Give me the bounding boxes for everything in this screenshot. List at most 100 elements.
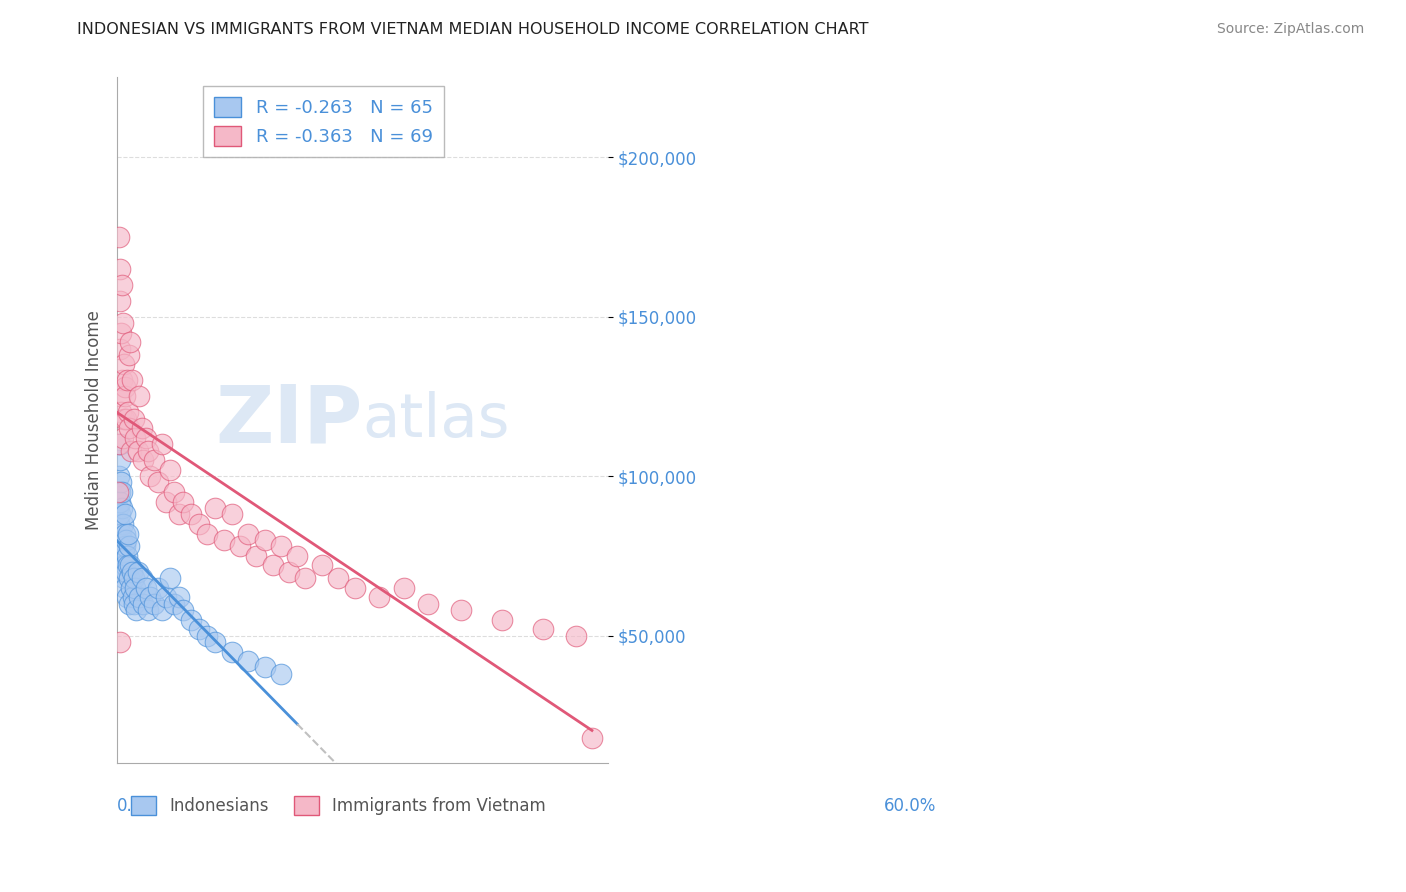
Point (136, 443, 159, 458)
Point (132, 453, 155, 467)
Point (115, 373, 138, 387)
Point (125, 603, 148, 617)
Point (112, 411, 135, 425)
Point (270, 539, 292, 553)
Point (117, 526, 139, 541)
Point (221, 508, 243, 522)
Point (110, 475, 132, 490)
Point (135, 431, 157, 445)
Point (491, 613, 513, 627)
Text: 0.0%: 0.0% (117, 797, 159, 815)
Point (131, 421, 153, 435)
Point (128, 591, 150, 605)
Point (172, 603, 194, 617)
Point (120, 335, 142, 350)
Point (136, 603, 159, 617)
Point (343, 581, 366, 595)
Point (124, 431, 146, 445)
Point (111, 500, 134, 515)
Point (172, 494, 194, 508)
Point (450, 603, 472, 617)
Point (270, 666, 292, 681)
Point (121, 565, 143, 579)
Point (155, 494, 177, 508)
Point (110, 526, 132, 541)
Point (418, 597, 440, 611)
Point (150, 437, 173, 451)
Point (108, 485, 131, 500)
Point (127, 565, 149, 579)
Point (135, 581, 157, 595)
Point (155, 591, 177, 605)
Point (111, 316, 134, 330)
Point (188, 622, 211, 636)
Point (212, 533, 235, 547)
Point (163, 485, 186, 500)
Point (111, 277, 134, 292)
Point (108, 469, 131, 483)
Point (112, 546, 135, 560)
Point (118, 539, 141, 553)
Point (111, 516, 134, 531)
Point (122, 411, 145, 425)
Point (146, 581, 169, 595)
Point (115, 591, 138, 605)
Point (253, 533, 276, 547)
Point (262, 558, 284, 573)
Point (111, 373, 134, 387)
Point (114, 581, 136, 595)
Point (108, 293, 131, 308)
Point (115, 565, 138, 579)
Point (108, 230, 131, 244)
Point (531, 622, 554, 636)
Point (311, 558, 333, 573)
Point (180, 508, 202, 522)
Text: Source: ZipAtlas.com: Source: ZipAtlas.com (1216, 22, 1364, 37)
Point (143, 597, 166, 611)
Point (114, 558, 136, 573)
Point (188, 516, 211, 531)
Point (117, 405, 139, 419)
Point (128, 389, 150, 403)
Point (121, 373, 143, 387)
Point (121, 591, 143, 605)
Point (180, 613, 202, 627)
Point (111, 485, 134, 500)
Point (204, 500, 226, 515)
Point (146, 475, 169, 490)
Point (278, 565, 301, 579)
Point (115, 533, 138, 547)
Point (114, 380, 136, 394)
Y-axis label: Median Household Income: Median Household Income (86, 310, 103, 530)
Point (108, 453, 131, 467)
Point (163, 597, 186, 611)
Point (108, 437, 131, 451)
Point (111, 431, 134, 445)
Point (294, 571, 316, 585)
Point (110, 494, 132, 508)
Point (110, 342, 132, 356)
Point (221, 644, 243, 658)
Point (110, 326, 132, 340)
Point (107, 500, 129, 515)
Point (114, 526, 136, 541)
Point (110, 437, 132, 451)
Text: INDONESIAN VS IMMIGRANTS FROM VIETNAM MEDIAN HOUSEHOLD INCOME CORRELATION CHART: INDONESIAN VS IMMIGRANTS FROM VIETNAM ME… (77, 22, 869, 37)
Point (111, 558, 134, 573)
Point (132, 597, 155, 611)
Point (127, 443, 149, 458)
Point (120, 558, 142, 573)
Point (122, 571, 145, 585)
Point (124, 581, 146, 595)
Point (110, 261, 132, 276)
Point (120, 443, 142, 458)
Point (110, 549, 132, 563)
Point (120, 581, 142, 595)
Point (110, 405, 132, 419)
Point (236, 654, 259, 668)
Point (195, 629, 218, 643)
Point (195, 526, 218, 541)
Point (150, 603, 173, 617)
Point (111, 533, 134, 547)
Point (229, 539, 252, 553)
